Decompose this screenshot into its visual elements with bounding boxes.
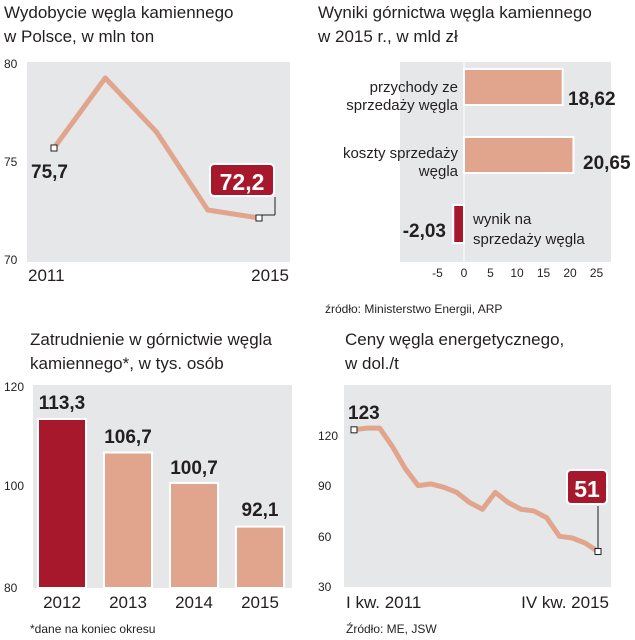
chart1-end-label: 72,2 <box>220 169 265 195</box>
chart3-cat-2013: 2013 <box>109 593 147 612</box>
chart2-xtick: 20 <box>563 266 577 280</box>
chart2-xtick: 10 <box>510 266 524 280</box>
chart1-start-label: 75,7 <box>31 162 68 183</box>
chart-coal-prices: Ceny węgla energetycznego, w dol./t 120 … <box>318 330 611 636</box>
chart2-bar-costs <box>463 136 575 174</box>
chart2-cat-result-line1: wynik na <box>472 211 532 228</box>
chart1-ytick-80: 80 <box>4 57 18 71</box>
chart3-ytick-80: 80 <box>4 581 18 595</box>
chart1-ytick-75: 75 <box>4 155 18 169</box>
chart4-ytick-120: 120 <box>318 429 338 443</box>
chart4-end-marker <box>594 548 602 556</box>
chart2-x-ticks: -5 0 5 10 15 20 25 <box>432 266 603 280</box>
chart1-xlabel-end: 2015 <box>251 266 289 285</box>
chart-employment: Zatrudnienie w górnictwie węgla kamienne… <box>4 330 292 636</box>
chart2-xtick: 25 <box>590 266 604 280</box>
chart3-cat-2012: 2012 <box>43 593 81 612</box>
chart2-title-line2: w 2015 r., w mld zł <box>317 27 458 46</box>
chart2-cat-result-line2: sprzedaży węgla <box>473 231 585 248</box>
chart2-value-revenue: 18,62 <box>568 89 616 110</box>
chart4-title-line2: w dol./t <box>344 354 399 373</box>
chart1-plot-area <box>27 62 290 262</box>
chart-mining-results: Wyniki górnictwa węgla kamiennego w 2015… <box>317 3 631 316</box>
chart2-cat-revenue-line2: sprzedaży węgla <box>346 97 458 114</box>
chart4-end-badge <box>566 469 608 505</box>
chart2-xtick: 5 <box>487 266 494 280</box>
chart3-value-2015: 92,1 <box>242 500 279 521</box>
chart3-cat-2015: 2015 <box>241 593 279 612</box>
chart2-cat-costs-line1: koszty sprzedaży <box>343 145 459 162</box>
chart1-start-marker <box>50 144 58 152</box>
chart3-title-line1: Zatrudnienie w górnictwie węgla <box>30 330 272 349</box>
chart2-xtick: -5 <box>432 266 443 280</box>
chart2-source: źródło: Ministerstwo Energii, ARP <box>325 302 502 316</box>
chart2-xtick: 0 <box>461 266 468 280</box>
chart1-series-line <box>51 75 260 221</box>
chart3-value-2014: 100,7 <box>170 458 218 479</box>
chart4-source: Źródło: ME, JSW <box>346 621 437 636</box>
chart2-title-line1: Wyniki górnictwa węgla kamiennego <box>318 3 592 22</box>
chart3-bar-2013 <box>103 451 153 589</box>
chart3-cat-2014: 2014 <box>175 593 213 612</box>
chart4-ytick-30: 30 <box>318 580 332 594</box>
chart3-title-line2: kamiennego*, w tys. osób <box>30 354 224 373</box>
chart1-xlabel-start: 2011 <box>28 266 65 285</box>
chart3-bar-2014 <box>169 481 219 590</box>
chart3-note: *dane na koniec okresu <box>30 622 155 636</box>
chart3-ytick-100: 100 <box>4 479 24 493</box>
chart2-value-result: -2,03 <box>403 221 446 242</box>
chart2-bar-result <box>452 204 465 244</box>
chart3-ytick-120: 120 <box>4 380 24 394</box>
chart1-ytick-70: 70 <box>4 253 18 267</box>
chart1-end-badge <box>209 163 275 197</box>
chart3-value-2012: 113,3 <box>39 393 86 414</box>
chart2-value-costs: 20,65 <box>583 153 631 174</box>
chart2-xtick: 15 <box>537 266 551 280</box>
chart4-end-label: 51 <box>574 476 600 502</box>
chart2-cat-revenue-line1: przychody ze <box>370 79 458 96</box>
chart4-ytick-90: 90 <box>318 479 332 493</box>
chart4-start-marker <box>350 426 358 434</box>
chart3-bar-2015 <box>235 525 285 590</box>
chart4-start-label: 123 <box>348 403 380 424</box>
chart3-bar-2012 <box>37 418 87 589</box>
chart-coal-output: Wydobycie węgla kamiennego w Polsce, w m… <box>3 3 290 285</box>
chart4-series-line <box>353 425 600 554</box>
chart2-cat-costs-line2: węgla <box>418 163 459 180</box>
chart1-title-line2: w Polsce, w mln ton <box>3 27 154 46</box>
chart4-xlabel-start: I kw. 2011 <box>346 593 421 612</box>
chart3-value-2013: 106,7 <box>104 427 152 448</box>
chart2-bar-revenue <box>463 68 564 106</box>
chart4-title-line1: Ceny węgla energetycznego, <box>345 330 564 349</box>
chart1-end-marker <box>255 214 263 222</box>
chart1-title-line1: Wydobycie węgla kamiennego <box>4 3 233 22</box>
chart4-ytick-60: 60 <box>318 530 332 544</box>
chart4-xlabel-end: IV kw. 2015 <box>521 593 609 612</box>
